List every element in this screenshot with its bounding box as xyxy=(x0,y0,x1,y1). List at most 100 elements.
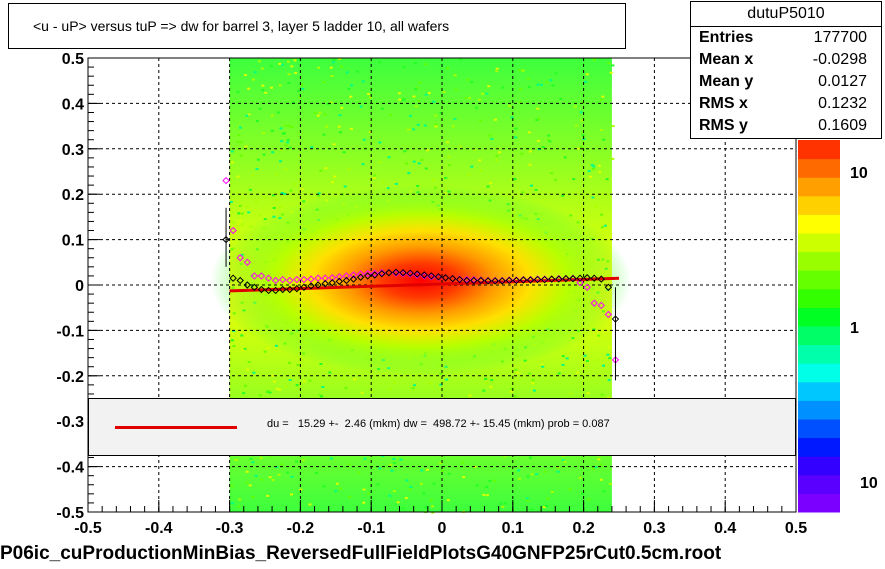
heatmap-cell xyxy=(490,137,494,140)
heatmap-cell xyxy=(459,58,463,61)
heatmap-cell xyxy=(470,80,474,83)
heatmap-cell xyxy=(239,154,243,157)
heatmap-cell xyxy=(485,381,489,384)
heatmap-cell xyxy=(253,71,257,74)
profile-point-black xyxy=(371,271,379,279)
x-tick-label: -0.3 xyxy=(216,520,244,537)
profile-point-black xyxy=(229,274,237,282)
heatmap-cell xyxy=(302,380,306,383)
heatmap-cell xyxy=(563,156,567,159)
heatmap-cell xyxy=(272,380,276,383)
heatmap-cell xyxy=(536,83,540,86)
heatmap-cell xyxy=(269,65,273,68)
color-step xyxy=(798,363,840,383)
profile-point-black xyxy=(562,274,570,283)
color-step xyxy=(798,177,840,197)
heatmap-cell xyxy=(342,151,346,154)
profile-point-magenta xyxy=(257,272,266,280)
heatmap-cell xyxy=(526,499,530,502)
heatmap-cell xyxy=(308,379,312,382)
heatmap-cell xyxy=(541,365,545,368)
profile-point-magenta xyxy=(314,274,322,282)
heatmap-cell xyxy=(591,196,595,199)
heatmap-cell xyxy=(290,493,294,496)
heatmap-cell xyxy=(589,175,593,178)
stat-label: Entries xyxy=(699,29,754,46)
heatmap-cell xyxy=(255,200,259,203)
heatmap-cell xyxy=(317,192,321,195)
heatmap-cell xyxy=(232,221,236,224)
x-tick-label: -0.2 xyxy=(287,520,315,537)
stat-value: 0.0127 xyxy=(818,73,867,90)
color-step xyxy=(798,474,840,494)
heatmap-cell xyxy=(544,505,548,508)
heatmap-cell xyxy=(486,185,490,188)
profile-point-magenta xyxy=(576,279,584,287)
heatmap-cell xyxy=(525,497,529,500)
heatmap-cell xyxy=(596,359,600,362)
heatmap-cell xyxy=(284,124,288,127)
heatmap-cell xyxy=(392,457,396,460)
heatmap-cell xyxy=(548,140,552,143)
stat-label: Mean x xyxy=(699,51,754,68)
heatmap-cell xyxy=(568,488,572,491)
profile-point-magenta xyxy=(243,258,252,267)
y-tick-label: 0.1 xyxy=(62,233,84,250)
profile-point-black xyxy=(300,283,308,291)
heatmap-cell xyxy=(527,372,531,375)
heatmap-cell xyxy=(344,386,348,389)
heatmap-cell xyxy=(419,482,423,485)
profile-point-black xyxy=(434,273,443,281)
heatmap-cell xyxy=(378,467,382,470)
profile-point-black xyxy=(271,286,280,295)
heatmap-cell xyxy=(389,463,393,466)
heatmap-cell xyxy=(247,87,251,90)
heatmap-cell xyxy=(576,147,580,150)
heatmap-cell xyxy=(378,161,382,164)
heatmap-cell xyxy=(325,125,329,128)
profile-point-black xyxy=(392,268,400,276)
heatmap-cell xyxy=(279,127,283,130)
heatmap-cell xyxy=(585,347,589,350)
heatmap-cell xyxy=(341,377,345,380)
heatmap-cell xyxy=(405,479,409,482)
heatmap-cell xyxy=(561,363,565,366)
heatmap-cell xyxy=(333,175,337,178)
profile-point-magenta xyxy=(236,254,244,262)
heatmap-cell xyxy=(599,128,603,131)
heatmap-cell xyxy=(478,159,482,162)
stats-box: dutuP5010 Entries 177700 Mean x -0.0298 Me… xyxy=(690,1,882,139)
heatmap-cell xyxy=(350,84,354,87)
y-tick-label: 0.4 xyxy=(62,96,84,113)
heatmap-cell xyxy=(302,200,306,203)
file-name-caption: P06ic_cuProductionMinBias_ReversedFullFi… xyxy=(0,543,722,564)
heatmap-cell xyxy=(290,126,294,129)
profile-point-magenta xyxy=(604,310,613,319)
heatmap-cell xyxy=(376,483,380,486)
y-tick-label: -0.5 xyxy=(56,505,84,522)
heatmap-cell xyxy=(283,192,287,195)
heatmap-cell xyxy=(514,368,518,371)
heatmap-cell xyxy=(598,171,602,174)
color-step xyxy=(798,158,840,178)
heatmap-cell xyxy=(297,90,301,93)
heatmap-cell xyxy=(332,58,336,61)
heatmap-cell xyxy=(355,70,359,73)
heatmap-cell xyxy=(426,149,430,152)
heatmap-cell xyxy=(599,463,603,466)
heatmap-cell xyxy=(529,456,533,459)
heatmap-cell xyxy=(290,475,294,478)
heatmap-cell xyxy=(536,139,540,142)
heatmap-cell xyxy=(263,196,267,199)
profile-point-magenta xyxy=(583,283,591,291)
heatmap-cell xyxy=(601,364,605,367)
heatmap-cell xyxy=(288,146,292,149)
heatmap-cell xyxy=(518,69,522,72)
heatmap-cell xyxy=(402,98,406,101)
heatmap-cell xyxy=(547,138,551,141)
heatmap-cell xyxy=(405,162,409,165)
heatmap-cell xyxy=(243,348,247,351)
color-step xyxy=(798,288,840,308)
heatmap-cell xyxy=(545,81,549,84)
heatmap-cell xyxy=(352,378,356,381)
